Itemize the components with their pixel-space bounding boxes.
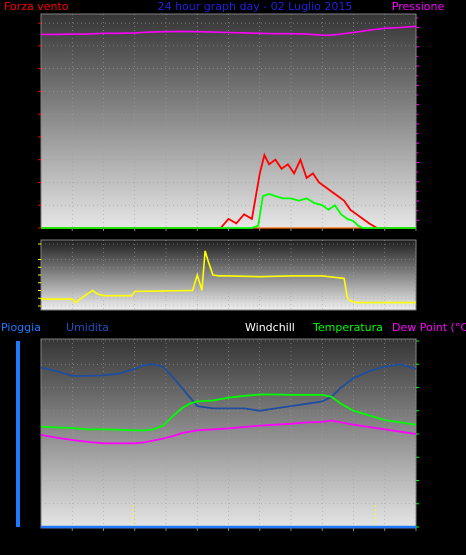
- plot-area-wind: [40, 13, 417, 229]
- wind-direction-chart: [38, 239, 417, 311]
- series-line-temperature: [40, 393, 417, 432]
- series-line-direction: [41, 250, 416, 304]
- dewpoint-label: Dew Point (°C): [392, 321, 466, 334]
- series-line-wind: [41, 192, 416, 229]
- pressure-axis-label: Pressione: [392, 0, 445, 13]
- windchill-label: Windchill: [245, 321, 295, 334]
- wind-pressure-chart: Forza vento 24 hour graph day - 02 Lugli…: [4, 0, 444, 231]
- humidity-axis-label: Umidita: [66, 321, 109, 334]
- series-line-pressure: [41, 25, 417, 36]
- temperature-label: Temperatura: [312, 321, 383, 334]
- series-line-dewpoint: [40, 419, 417, 445]
- series-line-gust: [41, 152, 416, 229]
- chart-title: 24 hour graph day - 02 Luglio 2015: [158, 0, 353, 13]
- temperature-humidity-chart: Pioggia Umidita Windchill Temperatura De…: [1, 321, 466, 531]
- rain-axis-label: Pioggia: [1, 321, 41, 334]
- wind-axis-label: Forza vento: [4, 0, 69, 13]
- plot-area-temperature: [40, 338, 417, 529]
- series-line-humidity: [40, 363, 417, 412]
